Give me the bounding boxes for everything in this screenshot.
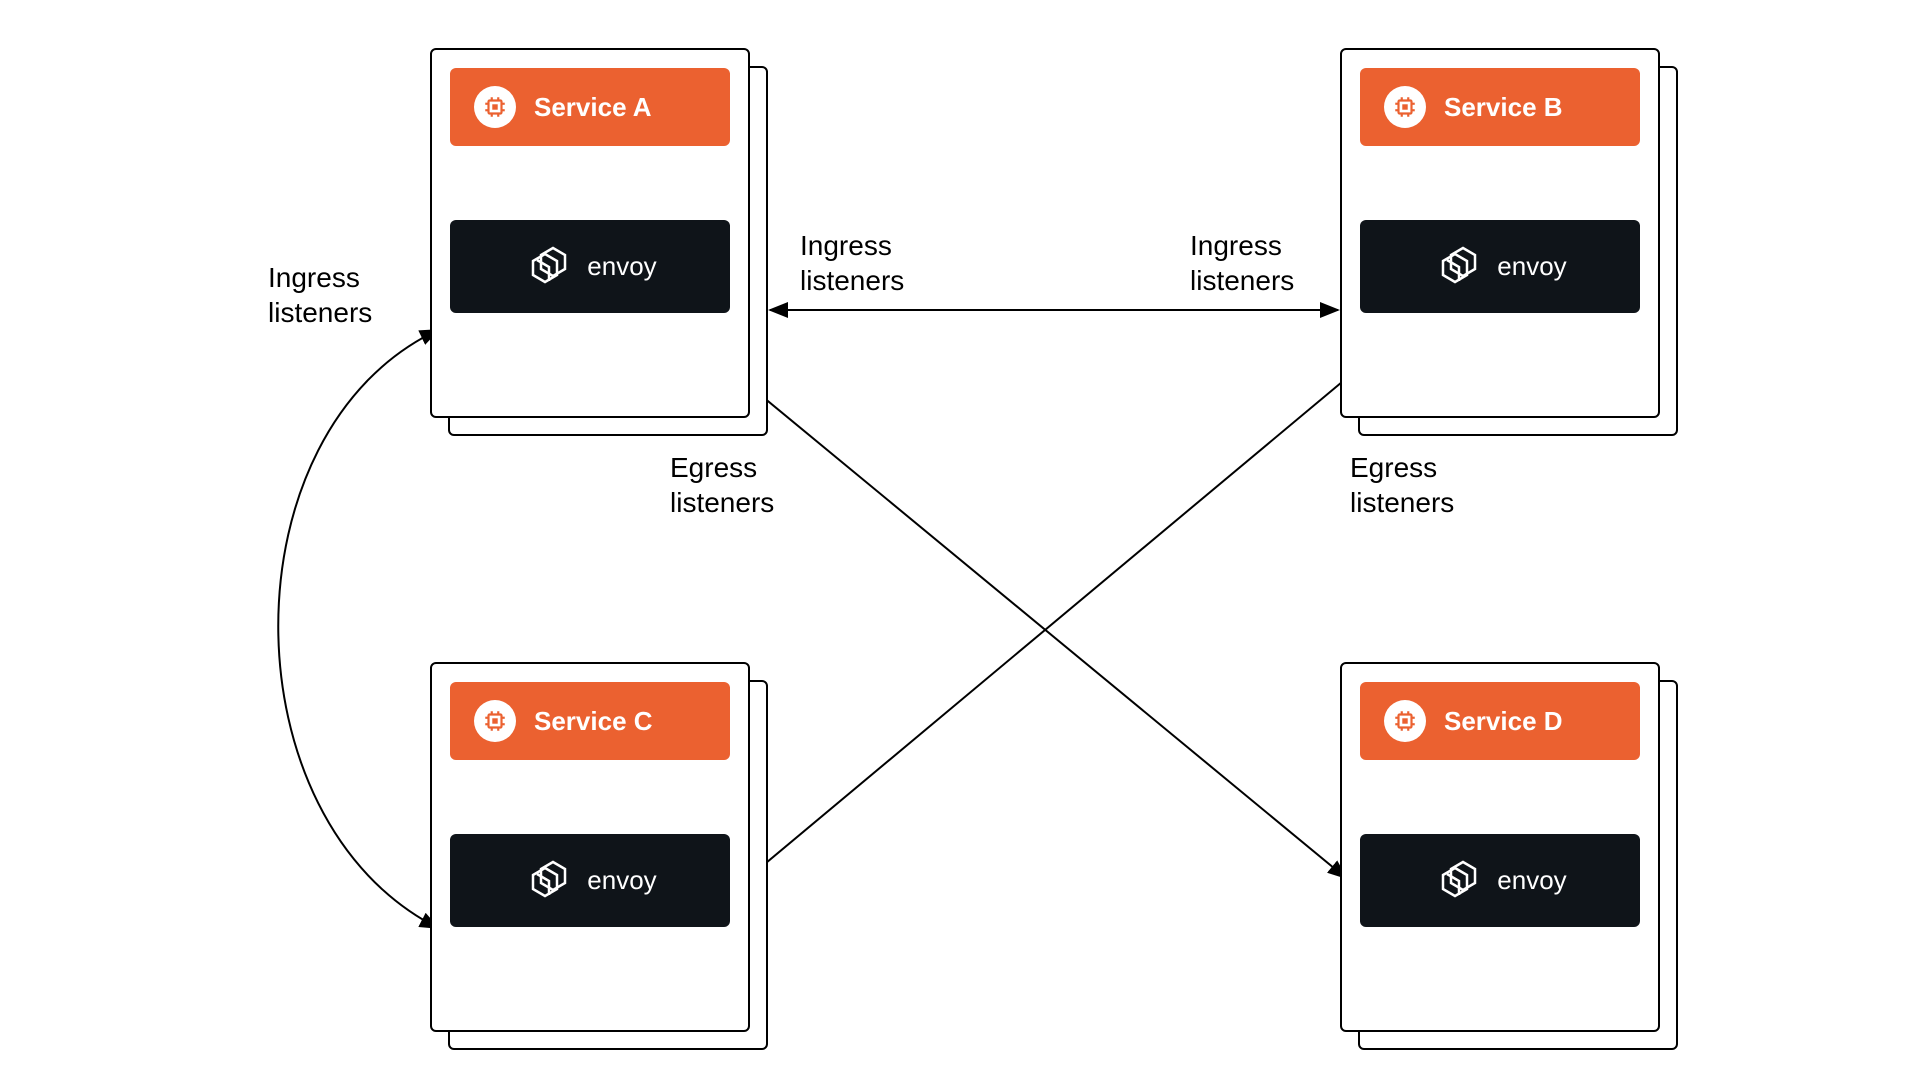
annotation-ingress-b: Ingress listeners xyxy=(1190,228,1294,298)
pod-b: Service B envoy xyxy=(1340,48,1660,418)
envoy-a-box: envoy xyxy=(450,220,730,313)
chip-icon xyxy=(1384,700,1426,742)
envoy-d-label: envoy xyxy=(1497,865,1566,896)
chip-icon xyxy=(474,86,516,128)
envoy-d-box: envoy xyxy=(1360,834,1640,927)
pod-a: Service A envoy xyxy=(430,48,750,418)
service-d-label: Service D xyxy=(1444,706,1563,737)
edge-a-d xyxy=(740,378,1346,878)
envoy-icon xyxy=(523,244,571,289)
pod-c-front: Service C envoy xyxy=(430,662,750,1032)
service-b-label: Service B xyxy=(1444,92,1563,123)
pod-a-front: Service A envoy xyxy=(430,48,750,418)
edge-a-c xyxy=(278,330,438,928)
pod-c: Service C envoy xyxy=(430,662,750,1032)
envoy-c-box: envoy xyxy=(450,834,730,927)
service-c-box: Service C xyxy=(450,682,730,760)
chip-icon xyxy=(474,700,516,742)
envoy-icon xyxy=(523,858,571,903)
service-a-box: Service A xyxy=(450,68,730,146)
chip-icon xyxy=(1384,86,1426,128)
service-d-box: Service D xyxy=(1360,682,1640,760)
envoy-b-label: envoy xyxy=(1497,251,1566,282)
envoy-icon xyxy=(1433,858,1481,903)
envoy-b-box: envoy xyxy=(1360,220,1640,313)
service-b-box: Service B xyxy=(1360,68,1640,146)
envoy-c-label: envoy xyxy=(587,865,656,896)
service-c-label: Service C xyxy=(534,706,653,737)
pod-b-front: Service B envoy xyxy=(1340,48,1660,418)
annotation-egress-a: Egress listeners xyxy=(670,450,774,520)
annotation-egress-b: Egress listeners xyxy=(1350,450,1454,520)
service-a-label: Service A xyxy=(534,92,652,123)
edge-b-c xyxy=(748,382,1342,878)
envoy-icon xyxy=(1433,244,1481,289)
annotation-ingress-a: Ingress listeners xyxy=(268,260,372,330)
annotation-ingress-mid: Ingress listeners xyxy=(800,228,904,298)
envoy-mesh-diagram: Service A envoy xyxy=(0,0,1920,1080)
envoy-a-label: envoy xyxy=(587,251,656,282)
pod-d: Service D envoy xyxy=(1340,662,1660,1032)
pod-d-front: Service D envoy xyxy=(1340,662,1660,1032)
